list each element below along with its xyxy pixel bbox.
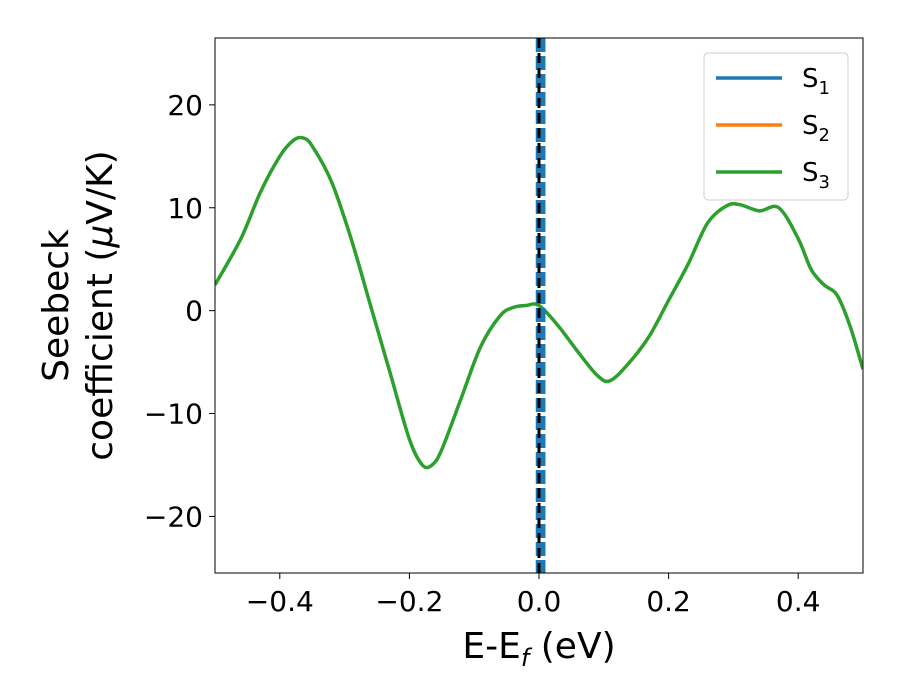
legend-label-S2: S2 — [802, 111, 830, 146]
y-axis-label-line1: Seebeck — [36, 229, 77, 382]
legend: S1 S2 S3 — [703, 52, 849, 201]
y-tick-label: −20 — [144, 500, 203, 533]
legend-label-S1: S1 — [802, 64, 830, 99]
x-axis: −0.4 −0.2 0.0 0.2 0.4 — [246, 573, 821, 618]
y-axis-label-mu: μ — [80, 225, 121, 249]
legend-label-S3: S3 — [802, 158, 830, 193]
series-line-S3 — [215, 135, 863, 470]
x-tick-label: 0.4 — [776, 585, 821, 618]
x-axis-label-tail: (eV) — [529, 626, 615, 667]
x-axis-label-main: E-E — [462, 626, 520, 667]
y-tick-label: 20 — [167, 89, 203, 122]
y-axis-label-line2: coefficient (μV/K) — [80, 150, 121, 460]
x-tick-label: −0.2 — [375, 585, 443, 618]
y-tick-label: 10 — [167, 192, 203, 225]
y-tick-label: 0 — [185, 295, 203, 328]
x-tick-label: 0.2 — [646, 585, 691, 618]
series-layer — [215, 135, 863, 470]
y-tick-label: −10 — [144, 398, 203, 431]
y-axis-label-suffix: V/K) — [80, 150, 121, 224]
y-axis-label-prefix: coefficient ( — [80, 248, 121, 461]
x-tick-label: −0.4 — [246, 585, 314, 618]
reference-layer — [535, 38, 546, 573]
y-axis: −20 −10 0 10 20 — [144, 89, 215, 533]
x-tick-label: 0.0 — [517, 585, 562, 618]
x-axis-label: E-Ef (eV) — [462, 626, 615, 672]
